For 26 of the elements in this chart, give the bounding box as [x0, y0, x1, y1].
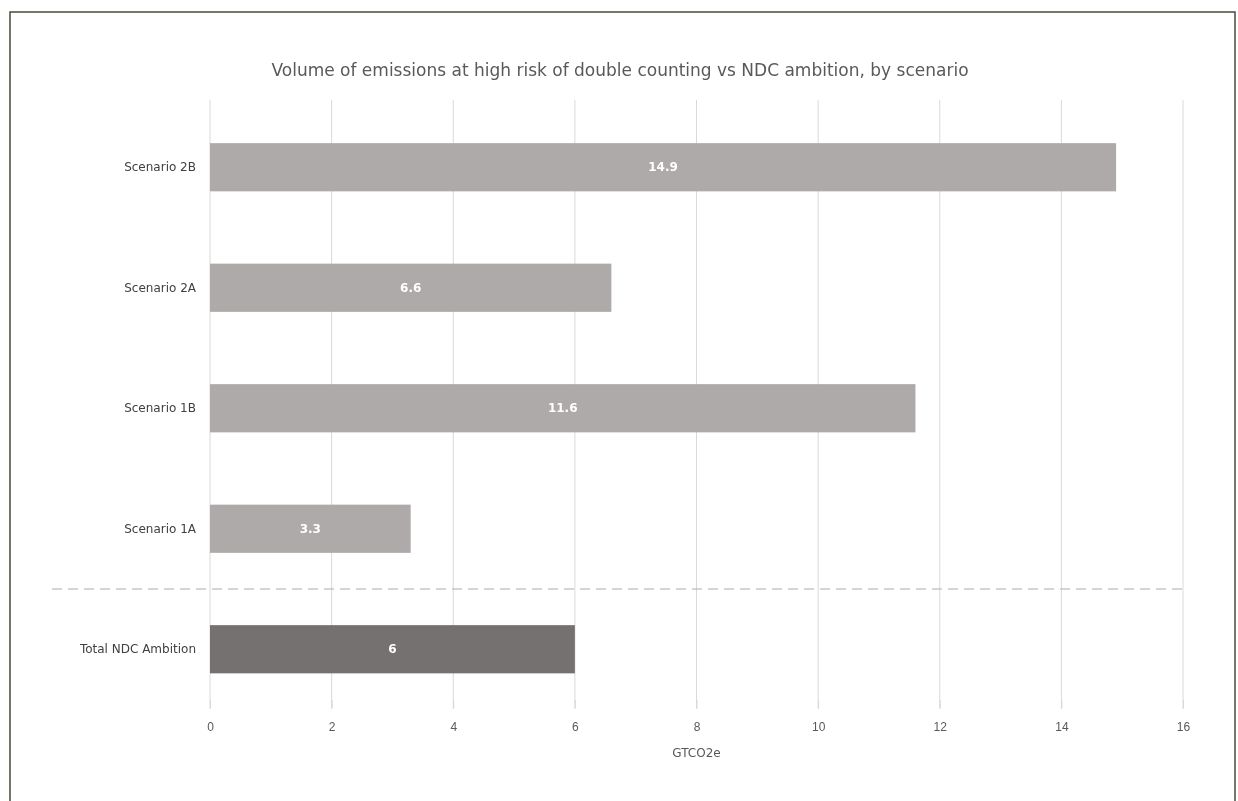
x-tick-label: 14 [1055, 719, 1069, 734]
bar [210, 504, 411, 553]
data-label: 6 [388, 642, 397, 657]
data-label: 6.6 [400, 280, 422, 295]
y-tick-label: Scenario 2B [124, 160, 196, 175]
y-tick-label: Scenario 1B [124, 401, 196, 416]
y-tick-label: Scenario 2A [124, 280, 197, 295]
data-label: 3.3 [299, 521, 321, 536]
data-label: 11.6 [547, 401, 578, 416]
y-tick-label: Total NDC Ambition [78, 642, 196, 657]
x-tick-label: 0 [207, 719, 215, 734]
x-tick-label: 12 [933, 719, 948, 734]
x-tick-label: 6 [572, 719, 580, 734]
y-tick-label: Scenario 1A [124, 521, 197, 536]
bar [210, 263, 612, 312]
x-tick-label: 2 [328, 719, 336, 734]
chart-title: Volume of emissions at high risk of double counting vs NDC ambition, by scenario [271, 60, 969, 80]
bar [210, 143, 1117, 192]
bar [210, 384, 916, 433]
x-tick-label: 4 [450, 719, 458, 734]
x-tick-label: 8 [693, 719, 701, 734]
x-tick-label: 16 [1176, 719, 1191, 734]
bar [210, 625, 575, 674]
x-axis-title: GTCO2e [672, 746, 721, 760]
x-tick-label: 10 [811, 719, 826, 734]
data-label: 14.9 [648, 160, 678, 175]
